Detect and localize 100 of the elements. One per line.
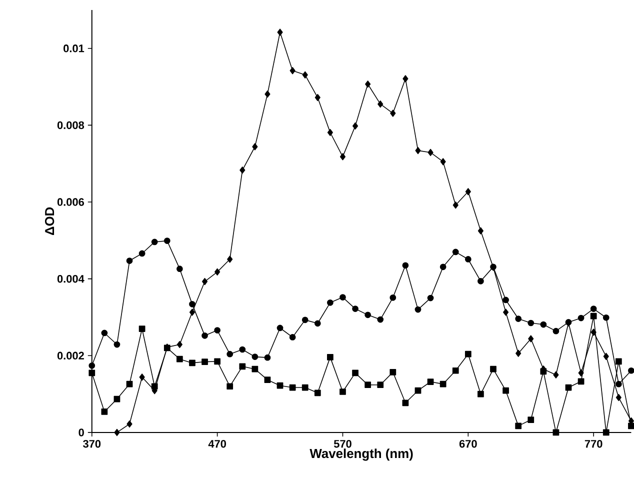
- point: [590, 312, 597, 320]
- point: [490, 366, 496, 372]
- point: [516, 350, 522, 357]
- point: [464, 350, 472, 358]
- point: [138, 250, 146, 256]
- point: [189, 308, 196, 316]
- point: [277, 28, 283, 36]
- point: [101, 330, 108, 336]
- point: [264, 90, 270, 98]
- y-tick-label: 0.01: [64, 44, 84, 52]
- point: [528, 334, 534, 342]
- point: [101, 408, 108, 415]
- point: [478, 227, 484, 234]
- x-tick-label: 370: [83, 440, 101, 448]
- y-tick-label: 0: [78, 428, 84, 436]
- point: [138, 325, 146, 332]
- point: [276, 324, 284, 331]
- point: [202, 332, 208, 339]
- point: [553, 371, 559, 378]
- point: [126, 257, 133, 264]
- point: [464, 256, 472, 262]
- y-tick-label: 0.008: [57, 121, 84, 129]
- point: [289, 334, 296, 340]
- point: [164, 237, 170, 244]
- point: [214, 326, 220, 334]
- point: [427, 378, 434, 385]
- point: [615, 380, 622, 388]
- x-tick-label: 470: [208, 440, 226, 448]
- point: [578, 369, 584, 376]
- point: [252, 353, 258, 360]
- point: [503, 308, 509, 316]
- point: [264, 354, 271, 361]
- point: [114, 341, 120, 348]
- point: [151, 238, 158, 245]
- point: [502, 387, 509, 394]
- point: [289, 384, 296, 391]
- point: [139, 373, 145, 381]
- point: [452, 367, 459, 374]
- point: [428, 148, 434, 156]
- point: [202, 278, 208, 285]
- point: [276, 382, 284, 389]
- point: [402, 74, 408, 82]
- point: [565, 384, 572, 391]
- point: [214, 358, 220, 364]
- point: [340, 294, 346, 300]
- point: [352, 305, 358, 312]
- point: [377, 381, 384, 388]
- point: [414, 387, 422, 394]
- point: [226, 350, 234, 358]
- point: [578, 314, 584, 322]
- point: [603, 352, 609, 360]
- point: [327, 354, 334, 360]
- y-tick-label: 0.006: [57, 198, 84, 206]
- point: [176, 356, 183, 362]
- point: [515, 422, 522, 429]
- point: [414, 306, 422, 313]
- point: [264, 376, 271, 383]
- point: [327, 299, 334, 306]
- point: [552, 328, 560, 334]
- y-tick-label: 0.004: [57, 274, 84, 283]
- point: [540, 321, 547, 328]
- point: [502, 296, 509, 303]
- point: [465, 188, 471, 196]
- point: [314, 94, 320, 101]
- point: [402, 400, 409, 406]
- point: [378, 100, 384, 108]
- point: [151, 383, 158, 390]
- point: [340, 152, 346, 160]
- point: [490, 264, 496, 270]
- point: [239, 363, 246, 370]
- point: [340, 388, 346, 395]
- point: [377, 316, 384, 323]
- point: [590, 305, 597, 312]
- point: [390, 368, 396, 376]
- point: [252, 366, 258, 372]
- point: [189, 360, 196, 366]
- point: [540, 368, 547, 374]
- y-axis-title: ΔOD: [44, 207, 54, 235]
- point: [440, 264, 446, 270]
- x-tick-label: 570: [334, 440, 352, 448]
- point: [365, 80, 371, 88]
- point: [590, 328, 596, 336]
- point: [616, 394, 622, 401]
- point: [227, 255, 233, 263]
- point: [552, 429, 560, 436]
- point: [88, 362, 96, 369]
- point: [126, 420, 132, 428]
- point: [478, 390, 484, 398]
- point: [390, 294, 396, 301]
- point: [114, 396, 120, 402]
- point: [114, 428, 120, 436]
- point: [202, 358, 208, 365]
- point: [302, 71, 308, 78]
- point: [302, 316, 308, 323]
- point: [239, 346, 246, 352]
- point: [390, 110, 396, 117]
- point: [352, 122, 358, 130]
- point: [478, 278, 484, 284]
- point: [176, 340, 182, 348]
- point: [327, 128, 333, 136]
